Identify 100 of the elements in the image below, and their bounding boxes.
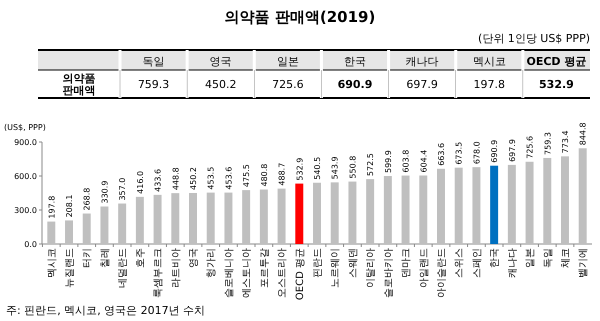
bar — [578, 148, 587, 244]
x-tick-label: 캐나다 — [507, 248, 518, 278]
x-tick-label: 헝가리 — [206, 248, 218, 278]
category-label: 한국 — [344, 55, 366, 68]
data-label: 197.8 — [47, 196, 56, 219]
x-tick-label: 독일 — [542, 248, 554, 268]
data-label: 603.8 — [402, 150, 411, 173]
bar — [189, 192, 197, 244]
x-tick-label: 슬로베니아 — [224, 248, 235, 298]
data-label: 433.6 — [154, 168, 163, 192]
data-label: 773.4 — [560, 130, 570, 154]
bar — [82, 214, 91, 244]
category-label: 멕시코 — [472, 55, 506, 68]
bar — [561, 156, 569, 244]
data-label: 572.5 — [366, 153, 376, 176]
bar — [224, 192, 232, 244]
text: 주: 핀란드, 멕시코, 영국은 2017년 수치 — [6, 304, 206, 317]
category-label: 영국 — [210, 55, 232, 68]
x-tick-label: 룩셈부르크 — [153, 248, 164, 298]
data-label: 759.3 — [138, 78, 170, 91]
data-label: 450.2 — [189, 167, 198, 190]
data-label: 543.9 — [330, 156, 340, 180]
bar — [330, 182, 339, 244]
x-tick-label: 뉴질랜드 — [64, 248, 76, 288]
data-label: 759.3 — [543, 132, 552, 155]
x-tick-label: 스위스 — [454, 248, 466, 278]
x-tick-label: 한국 — [490, 248, 501, 268]
x-tick-label: 네덜란드 — [118, 248, 129, 288]
x-tick-label: 벨기에 — [578, 248, 590, 278]
x-tick-label: 체코 — [560, 248, 572, 268]
bar — [295, 184, 304, 244]
bar — [384, 176, 392, 244]
bar — [508, 164, 516, 244]
data-label: 268.8 — [82, 188, 92, 211]
y-axis-title: (US$, PPP) — [4, 123, 46, 132]
y-tick-label: 900.0 — [14, 138, 37, 147]
x-tick-label: 포르투갈 — [259, 248, 270, 288]
bar — [472, 167, 480, 244]
data-label: 448.8 — [171, 167, 180, 190]
x-tick-label: 노르웨이 — [330, 248, 342, 288]
bar — [278, 188, 286, 244]
data-label: 532.9 — [295, 158, 304, 181]
y-tick-label: 600.0 — [14, 172, 37, 181]
bar — [437, 168, 445, 244]
bar — [260, 190, 268, 244]
x-tick-label: 스웨덴 — [348, 248, 359, 278]
data-label: 208.1 — [65, 194, 74, 218]
bar — [65, 220, 73, 244]
data-label: 197.8 — [474, 78, 506, 91]
data-label: 690.9 — [490, 140, 500, 163]
category-label: 일본 — [276, 55, 299, 68]
bar — [543, 158, 552, 244]
data-label: 416.0 — [136, 170, 145, 194]
x-tick-label: 칠레 — [100, 248, 111, 268]
data-label: 330.9 — [100, 180, 110, 204]
data-label: 453.6 — [224, 166, 234, 190]
data-label: 550.8 — [348, 156, 358, 179]
x-tick-label: 스페인 — [472, 248, 483, 278]
x-tick-label: 라트비아 — [170, 248, 182, 288]
x-tick-label: 아일랜드 — [418, 248, 430, 288]
data-label: 450.2 — [204, 78, 236, 91]
category-label: 캐나다 — [406, 55, 439, 68]
data-label: 697.9 — [406, 78, 438, 91]
bar — [100, 206, 108, 244]
bar — [366, 179, 374, 244]
data-label: 678.0 — [472, 141, 482, 164]
text: 의약품 판매액(2019) — [224, 8, 376, 26]
x-tick-label: 터키 — [82, 248, 94, 268]
bar — [171, 193, 180, 244]
bar — [206, 192, 215, 244]
bar — [454, 168, 463, 244]
x-tick-label: 이탈리아 — [366, 248, 377, 288]
data-label: 673.5 — [454, 142, 464, 165]
data-label: 697.9 — [508, 139, 517, 162]
x-tick-label: 슬로바키아 — [383, 248, 394, 298]
x-tick-label: 호주 — [135, 248, 146, 268]
data-label: 480.8 — [260, 164, 269, 187]
x-tick-label: 멕시코 — [46, 248, 58, 278]
data-label: 453.5 — [206, 166, 216, 190]
x-tick-label: 아이슬란드 — [436, 248, 448, 298]
x-tick-label: 오스트리아 — [277, 248, 288, 298]
bar — [47, 222, 56, 244]
x-tick-label: 덴마크 — [401, 248, 412, 278]
data-label: 475.5 — [242, 164, 252, 188]
y-tick-label: 300.0 — [14, 206, 37, 215]
data-label: 690.9 — [338, 78, 372, 91]
data-label: 604.4 — [419, 150, 428, 172]
data-label: 532.9 — [539, 78, 574, 91]
y-tick-label: 0.0 — [24, 240, 37, 249]
data-label: 725.6 — [526, 136, 535, 159]
data-label: 488.7 — [278, 162, 287, 186]
x-tick-label: 영국 — [188, 248, 200, 268]
bar — [348, 182, 356, 244]
category-label: OECD 평균 — [526, 55, 586, 68]
bar — [118, 204, 126, 244]
bar — [490, 166, 498, 244]
bar — [242, 190, 250, 244]
data-label: 725.6 — [272, 78, 304, 91]
data-label: 540.5 — [313, 156, 322, 180]
bar — [419, 176, 428, 244]
